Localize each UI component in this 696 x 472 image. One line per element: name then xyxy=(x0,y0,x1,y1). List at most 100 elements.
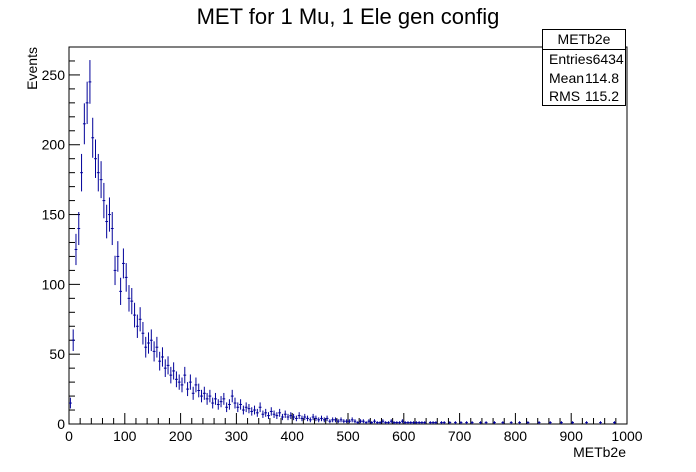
data-point xyxy=(133,302,136,328)
data-point xyxy=(571,421,574,424)
y-tick-label: 0 xyxy=(57,416,65,432)
data-point xyxy=(138,307,142,332)
data-point xyxy=(135,314,139,338)
data-point xyxy=(448,421,452,424)
data-point xyxy=(108,197,111,232)
data-point xyxy=(253,405,256,415)
data-point xyxy=(373,419,376,424)
data-point xyxy=(599,421,602,424)
data-point xyxy=(200,389,203,403)
data-point xyxy=(155,336,159,358)
data-point xyxy=(163,359,167,377)
data-point xyxy=(414,421,418,424)
data-point xyxy=(381,419,385,424)
data-point xyxy=(283,410,287,418)
data-point xyxy=(378,421,382,424)
data-point xyxy=(375,421,379,424)
data-point xyxy=(325,415,329,422)
data-point xyxy=(208,389,212,403)
data-point xyxy=(267,412,270,420)
data-point xyxy=(69,397,72,409)
data-point xyxy=(613,421,616,424)
stats-value: 6434 xyxy=(592,51,624,67)
data-point xyxy=(342,419,346,424)
data-point xyxy=(423,421,427,424)
data-point xyxy=(406,421,410,424)
data-point xyxy=(537,421,541,424)
data-point xyxy=(420,421,424,424)
x-axis-label: METb2e xyxy=(573,444,626,460)
data-point xyxy=(306,415,309,422)
data-point xyxy=(395,421,399,424)
data-point xyxy=(548,421,552,424)
data-point xyxy=(409,421,413,424)
data-point xyxy=(353,419,357,424)
data-point xyxy=(292,413,295,421)
data-point xyxy=(228,399,231,410)
data-point xyxy=(359,419,362,424)
data-point xyxy=(183,366,187,384)
data-point xyxy=(222,392,226,405)
data-point xyxy=(308,417,312,423)
data-point xyxy=(85,81,89,125)
data-point xyxy=(175,371,178,388)
data-point xyxy=(398,421,402,424)
data-point xyxy=(197,383,201,398)
data-point xyxy=(367,419,371,424)
data-point xyxy=(214,392,217,405)
axis-ticks: 0 100 200 300 400 500 600 700 800 900 1000 0 50 100 15… xyxy=(42,46,643,444)
data-point xyxy=(255,408,259,417)
y-tick-label: 200 xyxy=(42,137,66,153)
data-point xyxy=(314,415,318,422)
data-point xyxy=(124,263,128,292)
data-point xyxy=(102,182,106,219)
stats-label: Mean xyxy=(549,69,585,86)
data-point xyxy=(484,421,488,424)
data-points xyxy=(69,60,616,424)
x-tick-label: 600 xyxy=(392,428,416,444)
y-tick-label: 150 xyxy=(42,207,66,223)
data-point xyxy=(493,421,496,424)
data-point xyxy=(526,421,530,424)
data-point xyxy=(180,377,184,393)
y-tick-label: 100 xyxy=(42,276,66,292)
data-point xyxy=(387,421,390,424)
data-point xyxy=(479,421,482,424)
data-point xyxy=(88,60,92,104)
data-point xyxy=(560,421,563,424)
data-point xyxy=(169,366,173,384)
data-point xyxy=(364,421,368,424)
data-point xyxy=(518,421,521,424)
data-point xyxy=(275,412,279,420)
data-point xyxy=(261,410,265,418)
data-point xyxy=(216,399,220,410)
data-point xyxy=(202,386,206,400)
data-point xyxy=(113,255,117,286)
data-point xyxy=(294,415,298,422)
data-point xyxy=(127,285,131,312)
data-point xyxy=(470,421,474,424)
data-point xyxy=(230,389,234,403)
data-point xyxy=(205,392,209,405)
data-point xyxy=(336,419,340,424)
data-point xyxy=(71,329,75,352)
data-point xyxy=(147,332,150,354)
data-point xyxy=(278,408,282,417)
y-tick-label: 250 xyxy=(42,67,66,83)
data-point xyxy=(130,288,134,315)
data-point xyxy=(149,329,153,352)
data-point xyxy=(236,402,240,413)
data-point xyxy=(303,413,307,421)
data-point xyxy=(389,419,393,424)
data-point xyxy=(370,421,374,424)
data-point xyxy=(356,421,360,424)
x-tick-label: 700 xyxy=(448,428,472,444)
stats-row-mean: Mean 114.8 xyxy=(543,69,625,88)
data-point xyxy=(454,421,457,424)
data-point xyxy=(334,417,337,423)
data-point xyxy=(417,421,421,424)
data-point xyxy=(161,347,164,367)
x-tick-label: 800 xyxy=(504,428,528,444)
stats-title: METb2e xyxy=(543,30,625,50)
